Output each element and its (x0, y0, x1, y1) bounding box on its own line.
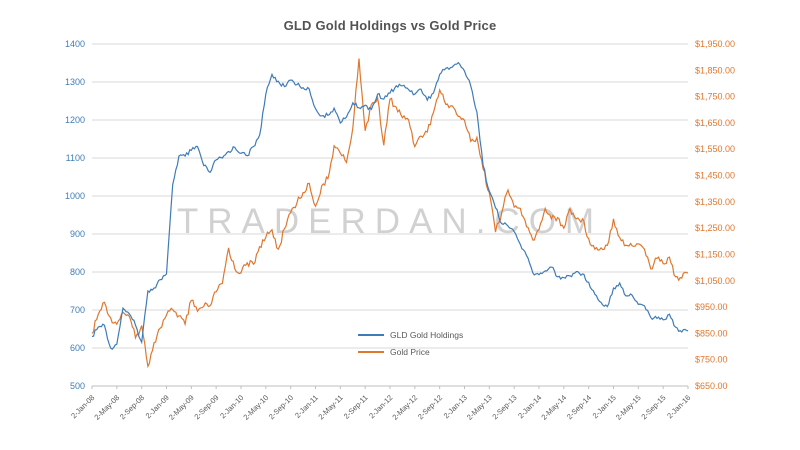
svg-text:1300: 1300 (65, 77, 85, 87)
svg-text:2-Sep-15: 2-Sep-15 (639, 393, 667, 421)
svg-text:1000: 1000 (65, 191, 85, 201)
svg-text:2-Jan-16: 2-Jan-16 (665, 393, 692, 420)
svg-text:$1,650.00: $1,650.00 (695, 118, 735, 128)
svg-text:800: 800 (70, 267, 85, 277)
svg-text:2-Sep-11: 2-Sep-11 (342, 393, 370, 421)
svg-text:$850.00: $850.00 (695, 328, 728, 338)
chart-title: GLD Gold Holdings vs Gold Price (283, 18, 497, 33)
svg-text:1200: 1200 (65, 115, 85, 125)
svg-text:2-May-13: 2-May-13 (465, 393, 494, 422)
svg-text:$1,750.00: $1,750.00 (695, 92, 735, 102)
svg-text:$950.00: $950.00 (695, 302, 728, 312)
svg-text:$650.00: $650.00 (695, 381, 728, 391)
legend-label-holdings: GLD Gold Holdings (390, 330, 464, 340)
svg-text:500: 500 (70, 381, 85, 391)
svg-text:2-May-08: 2-May-08 (92, 393, 121, 422)
svg-text:$1,250.00: $1,250.00 (695, 223, 735, 233)
svg-text:1100: 1100 (66, 153, 85, 163)
chart-legend: GLD Gold Holdings Gold Price (358, 330, 463, 357)
price-line-swatch (358, 351, 384, 353)
svg-text:2-May-12: 2-May-12 (390, 393, 419, 422)
svg-text:600: 600 (70, 343, 85, 353)
holdings-line-swatch (358, 334, 384, 336)
svg-text:2-Sep-13: 2-Sep-13 (490, 393, 518, 421)
svg-text:2-Sep-10: 2-Sep-10 (267, 393, 295, 421)
svg-text:2-Sep-08: 2-Sep-08 (118, 393, 146, 421)
svg-text:$1,450.00: $1,450.00 (695, 171, 735, 181)
svg-text:$1,050.00: $1,050.00 (695, 276, 735, 286)
svg-text:1400: 1400 (65, 39, 85, 49)
svg-text:2-May-10: 2-May-10 (241, 393, 270, 422)
svg-text:$1,950.00: $1,950.00 (695, 39, 735, 49)
svg-text:$1,550.00: $1,550.00 (695, 144, 735, 154)
svg-text:900: 900 (70, 229, 85, 239)
svg-text:2-Sep-14: 2-Sep-14 (565, 393, 593, 421)
svg-text:2-Sep-12: 2-Sep-12 (416, 393, 444, 421)
svg-text:2-Sep-09: 2-Sep-09 (192, 393, 220, 421)
legend-item-holdings: GLD Gold Holdings (358, 330, 463, 340)
svg-text:$1,150.00: $1,150.00 (695, 249, 735, 259)
svg-text:2-May-11: 2-May-11 (316, 393, 344, 421)
svg-text:$1,350.00: $1,350.00 (695, 197, 735, 207)
legend-item-price: Gold Price (358, 347, 463, 357)
svg-text:$750.00: $750.00 (695, 355, 728, 365)
svg-text:2-May-14: 2-May-14 (539, 393, 568, 422)
svg-text:$1,850.00: $1,850.00 (695, 65, 735, 75)
svg-text:2-May-09: 2-May-09 (167, 393, 196, 422)
svg-text:700: 700 (70, 305, 85, 315)
legend-label-price: Gold Price (390, 347, 430, 357)
svg-text:2-May-15: 2-May-15 (614, 393, 643, 422)
